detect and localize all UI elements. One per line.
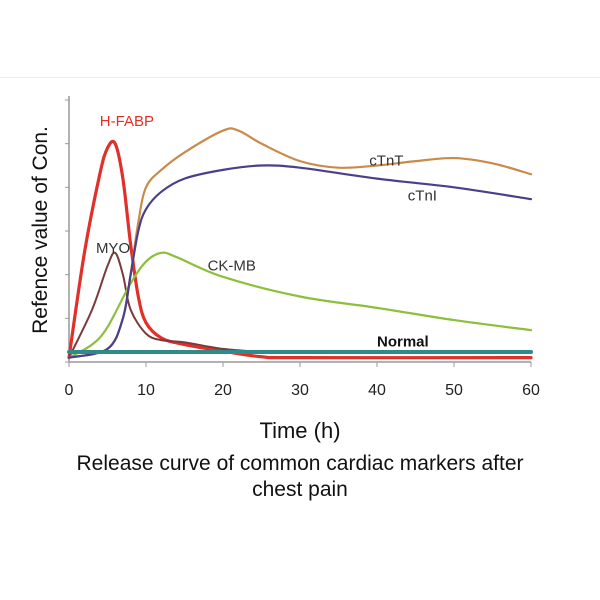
series-label-ck-mb: CK-MB xyxy=(208,257,256,274)
series-label-normal: Normal xyxy=(377,334,429,351)
chart-caption: Release curve of common cardiac markers … xyxy=(76,452,524,501)
series-label-h-fabp: H-FABP xyxy=(100,113,154,130)
series-line-ctni xyxy=(67,164,533,359)
series-label-myo: MYO xyxy=(96,240,130,257)
x-tick-label: 50 xyxy=(445,382,463,399)
series-line-ck-mb xyxy=(67,251,533,359)
series-label-ctnt: cTnT xyxy=(369,153,403,170)
x-tick-label: 20 xyxy=(214,382,232,399)
top-divider xyxy=(0,77,600,78)
series-line-h-fabp xyxy=(67,139,533,360)
series-label-ctni: cTnI xyxy=(408,187,437,204)
chart: 0 10 20 30 40 50 60 H-FABP MYO CK-MB cTnT cTnI Norma… xyxy=(65,96,540,399)
y-axis-label: Refence value of Con. xyxy=(29,126,52,334)
x-tick-label: 30 xyxy=(291,382,309,399)
x-tick-label: 40 xyxy=(368,382,386,399)
series-line-myo xyxy=(68,251,263,359)
x-tick-label: 0 xyxy=(65,382,74,399)
x-axis-label: Time (h) xyxy=(259,418,341,443)
x-tick-label: 60 xyxy=(522,382,540,399)
x-tick-label: 10 xyxy=(137,382,155,399)
